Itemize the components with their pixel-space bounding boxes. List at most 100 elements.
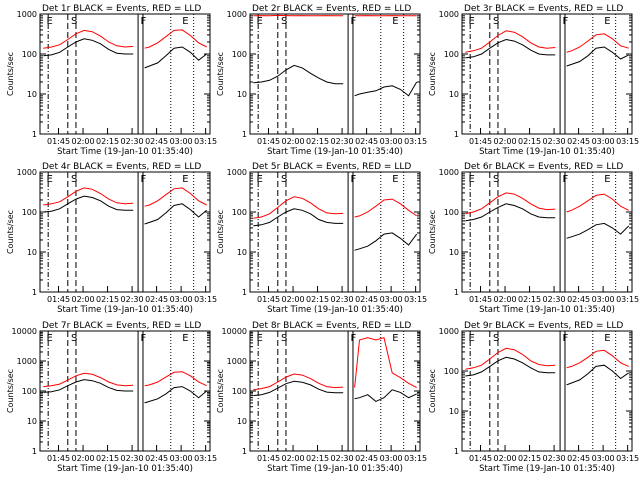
x-tick-label: 02:45 — [567, 454, 590, 463]
x-tick-label: 02:00 — [72, 137, 95, 146]
x-tick-label: 01:45 — [47, 295, 70, 304]
annotation-label: F — [351, 333, 357, 344]
panel-title: Det 1r BLACK = Events, RED = LLD — [42, 4, 201, 14]
annotation-label: S — [281, 333, 287, 344]
plot-frame — [39, 13, 211, 135]
y-tick-label: 100 — [22, 208, 37, 217]
x-tick-label: 02:15 — [518, 137, 541, 146]
panel-7: Det 7r BLACK = Events, RED = LLD 1 10 100 10… — [6, 321, 217, 474]
annotation-label: S — [71, 16, 77, 27]
annotation-label: E — [392, 333, 398, 344]
annotation-label: S — [493, 16, 499, 27]
annotation-label: E — [182, 333, 188, 344]
x-tick-label: 01:45 — [47, 454, 70, 463]
x-tick-label: 01:45 — [47, 137, 70, 146]
series-line-events — [465, 203, 556, 222]
x-tick-label: 02:15 — [306, 137, 329, 146]
x-tick-label: 03:00 — [592, 454, 615, 463]
panel-title: Det 7r BLACK = Events, RED = LLD — [42, 321, 201, 331]
annotation-label: E — [604, 333, 610, 344]
x-tick-label: 02:30 — [331, 295, 354, 304]
x-tick-label: 01:45 — [257, 295, 280, 304]
panel-title: Det 3r BLACK = Events, RED = LLD — [464, 4, 623, 14]
annotation-label: F — [563, 333, 569, 344]
panel-5: Det 5r BLACK = Events, RED = LLD 1 10 100 10… — [216, 162, 427, 315]
x-tick-label: 02:30 — [121, 454, 144, 463]
annotation-label: F — [563, 16, 569, 27]
x-tick-label: 01:45 — [469, 137, 492, 146]
x-tick-label: 02:15 — [96, 295, 119, 304]
x-tick-label: 03:00 — [380, 295, 403, 304]
series-line-events — [43, 379, 134, 393]
y-tick-label: 10 — [27, 90, 37, 99]
y-tick-label: 1000 — [439, 168, 459, 177]
annotation-label: E — [47, 333, 53, 344]
annotation-label: E — [392, 16, 398, 27]
x-tick-label: 02:45 — [567, 137, 590, 146]
panel-1: Det 1r BLACK = Events, RED = LLD 1 10 100 10… — [6, 4, 217, 157]
annotation-label: F — [351, 16, 357, 27]
x-tick-label: 03:00 — [380, 137, 403, 146]
plot-frame — [461, 171, 633, 293]
series-line-lld — [465, 192, 556, 215]
series-line-lld — [465, 347, 556, 370]
series-line-lld — [43, 187, 134, 206]
series-line-events — [566, 46, 629, 67]
y-tick-label: 100 — [232, 208, 247, 217]
panel-title: Det 5r BLACK = Events, RED = LLD — [252, 162, 411, 172]
annotation-label: S — [281, 174, 287, 185]
y-axis-label: Counts/sec — [216, 210, 225, 254]
y-tick-label: 100 — [232, 387, 247, 396]
x-tick-label: 03:15 — [616, 454, 639, 463]
series-line-events — [253, 64, 344, 85]
series-line-events — [144, 46, 208, 69]
y-tick-label: 1000 — [17, 168, 37, 177]
series-line-events — [465, 38, 556, 59]
series-line-events — [465, 356, 556, 377]
annotation-label: E — [257, 174, 263, 185]
x-axis-label: Start Time (19-Jan-10 01:35:40) — [479, 147, 615, 157]
annotation-label: E — [47, 174, 53, 185]
y-tick-label: 1 — [454, 447, 459, 456]
series-line-lld — [43, 29, 134, 49]
y-tick-label: 10 — [449, 90, 459, 99]
y-tick-label: 1000 — [17, 357, 37, 366]
series-line-events — [144, 203, 208, 225]
x-tick-label: 03:00 — [380, 454, 403, 463]
series-line-events — [566, 364, 629, 386]
y-tick-label: 1 — [454, 130, 459, 139]
x-tick-label: 03:00 — [170, 137, 193, 146]
x-tick-label: 03:15 — [404, 137, 427, 146]
series-line-events — [253, 380, 344, 397]
x-tick-label: 03:15 — [194, 295, 217, 304]
x-axis-label: Start Time (19-Jan-10 01:35:40) — [479, 464, 615, 474]
y-tick-label: 10000 — [12, 327, 37, 336]
annotation-label: S — [71, 174, 77, 185]
series-line-events — [354, 232, 418, 251]
x-axis-label: Start Time (19-Jan-10 01:35:40) — [57, 147, 193, 157]
panel-title: Det 9r BLACK = Events, RED = LLD — [464, 321, 623, 331]
y-tick-label: 1000 — [439, 327, 459, 336]
x-tick-label: 02:00 — [72, 454, 95, 463]
x-tick-label: 01:45 — [469, 454, 492, 463]
x-tick-label: 02:45 — [145, 295, 168, 304]
annotation-label: E — [257, 16, 263, 27]
x-tick-label: 03:15 — [194, 137, 217, 146]
y-tick-label: 10 — [27, 417, 37, 426]
y-tick-label: 100 — [444, 367, 459, 376]
x-tick-label: 02:15 — [96, 454, 119, 463]
panel-4: Det 4r BLACK = Events, RED = LLD 1 10 100 10… — [6, 162, 217, 315]
x-tick-label: 02:00 — [282, 295, 305, 304]
annotation-label: E — [469, 16, 475, 27]
x-tick-label: 02:15 — [518, 295, 541, 304]
panel-title: Det 8r BLACK = Events, RED = LLD — [252, 321, 411, 331]
y-tick-label: 10 — [449, 248, 459, 257]
y-tick-label: 1 — [32, 130, 37, 139]
x-tick-label: 03:15 — [194, 454, 217, 463]
x-tick-label: 02:30 — [121, 295, 144, 304]
x-tick-label: 01:45 — [257, 137, 280, 146]
plot-frame — [39, 171, 211, 293]
y-tick-label: 10000 — [222, 327, 247, 336]
annotation-label: S — [71, 333, 77, 344]
